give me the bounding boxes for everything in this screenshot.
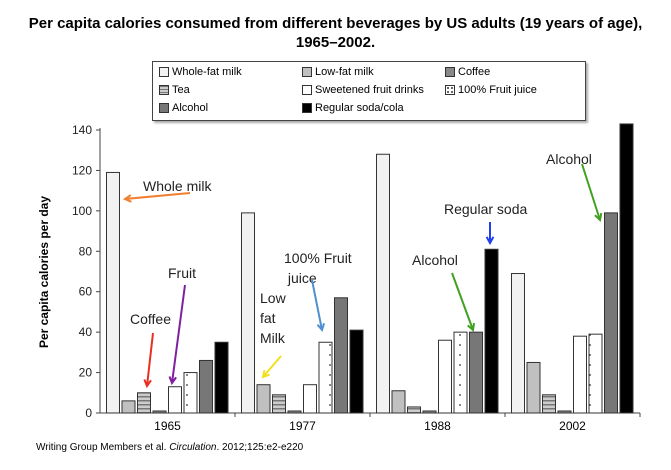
annotation-label: 100% Fruit juice [284, 250, 352, 286]
citation-journal: Circulation [169, 442, 217, 453]
legend-swatch [302, 85, 312, 95]
annotation-arrow [146, 332, 154, 387]
bar-coffee-2002 [557, 410, 572, 414]
arrowhead-icon [261, 369, 270, 379]
bar-tea-1977 [272, 394, 286, 414]
arrowhead-icon [467, 322, 476, 332]
x-tick-label: 1988 [424, 419, 451, 433]
y-tick-label: 0 [85, 406, 92, 420]
legend-label: Whole-fat milk [172, 66, 242, 78]
bar-tea-2002 [542, 394, 556, 414]
legend-item: Tea [159, 84, 190, 96]
bar-regular-soda-cola-2002 [619, 123, 634, 414]
bar-100-fruit-juice-2002 [588, 333, 603, 414]
y-tick-label: 40 [79, 325, 93, 339]
bar-tea-1988 [407, 406, 421, 414]
y-tick-label: 80 [79, 244, 93, 258]
bar-100-fruit-juice-1965 [183, 372, 198, 414]
legend-swatch [159, 103, 169, 113]
bar-coffee-1977 [287, 410, 302, 414]
legend-label: Coffee [458, 66, 491, 78]
x-tick-label: 1965 [154, 419, 181, 433]
bar-tea-1965 [137, 392, 151, 414]
y-axis-label: Per capita calories per day [37, 196, 51, 348]
annotation-label: Coffee [130, 311, 171, 327]
y-tick-label: 60 [79, 285, 93, 299]
chart-title: Per capita calories consumed from differ… [28, 15, 643, 51]
bar-100-fruit-juice-1988 [453, 331, 468, 414]
bar-coffee-1988 [422, 410, 437, 414]
legend-item: Alcohol [159, 102, 208, 114]
legend-swatch [159, 67, 169, 77]
arrowhead-icon [594, 212, 603, 222]
y-tick-label: 20 [79, 366, 93, 380]
legend-swatch [159, 85, 169, 95]
legend-label: Sweetened fruit drinks [315, 84, 424, 96]
x-tick-label: 2002 [559, 419, 586, 433]
bar-100-fruit-juice-1977 [318, 341, 333, 414]
annotation-arrow [262, 355, 282, 378]
annotation-arrow [581, 163, 601, 221]
bar-low-fat-milk-1988 [391, 390, 406, 414]
bar-sweetened-fruit-drinks-1988 [438, 339, 452, 414]
annotation-arrow [124, 192, 191, 200]
annotation-label: Alcohol [412, 252, 458, 268]
legend-label: 100% Fruit juice [458, 84, 537, 96]
bar-whole-fat-milk-1977 [241, 212, 255, 414]
legend-label: Low-fat milk [315, 66, 374, 78]
legend-label: Regular soda/cola [315, 102, 404, 114]
arrowhead-icon [143, 379, 152, 389]
bar-whole-fat-milk-1965 [106, 171, 120, 414]
arrowhead-icon [485, 236, 495, 246]
legend-swatch [445, 67, 455, 77]
bar-low-fat-milk-1977 [256, 384, 271, 414]
bar-regular-soda-cola-1965 [214, 341, 229, 414]
bar-alcohol-2002 [604, 212, 618, 414]
annotation-label: Alcohol [546, 151, 592, 167]
bar-alcohol-1988 [469, 331, 483, 414]
arrowhead-icon [122, 194, 132, 203]
bar-whole-fat-milk-2002 [511, 273, 525, 414]
legend-swatch [302, 103, 312, 113]
annotation-arrow [451, 272, 474, 331]
bar-low-fat-milk-1965 [121, 400, 136, 414]
annotation-arrow [311, 279, 323, 331]
bar-regular-soda-cola-1988 [484, 248, 499, 414]
annotation-label: Low fat Milk [260, 290, 287, 346]
bar-alcohol-1977 [334, 297, 348, 414]
legend-item: Regular soda/cola [302, 102, 404, 114]
legend-label: Alcohol [172, 102, 209, 114]
annotation-label: Regular soda [444, 201, 527, 217]
legend-swatch [302, 67, 312, 77]
bar-whole-fat-milk-1988 [376, 153, 390, 414]
bar-sweetened-fruit-drinks-1965 [168, 386, 182, 414]
y-tick-label: 100 [72, 204, 92, 218]
legend: Whole-fat milk Low-fat milk Coffee Tea Sweet… [152, 61, 586, 121]
bar-sweetened-fruit-drinks-1977 [303, 384, 317, 414]
y-tick-label: 120 [72, 163, 92, 177]
annotation-label: Fruit [168, 265, 196, 281]
legend-item: Whole-fat milk [159, 66, 242, 78]
citation-rest: . 2012;125:e2-e220 [216, 442, 304, 453]
legend-item: Low-fat milk [302, 66, 374, 78]
legend-swatch [445, 85, 455, 95]
bar-regular-soda-cola-1977 [349, 329, 364, 414]
bar-alcohol-1965 [199, 359, 213, 414]
bar-coffee-1965 [152, 410, 167, 414]
citation: Writing Group Members et al. Circulation… [36, 442, 303, 454]
legend-item: Coffee [445, 66, 490, 78]
legend-label: Tea [172, 84, 190, 96]
x-tick-label: 1977 [289, 419, 316, 433]
annotation-label: Whole milk [143, 178, 212, 194]
arrowhead-icon [168, 376, 177, 386]
legend-item: 100% Fruit juice [445, 84, 537, 96]
annotation-arrow [171, 284, 186, 384]
bar-sweetened-fruit-drinks-2002 [573, 335, 587, 414]
citation-authors: Writing Group Members et al. [36, 442, 170, 453]
bar-low-fat-milk-2002 [526, 361, 541, 414]
legend-item: Sweetened fruit drinks [302, 84, 424, 96]
y-tick-label: 140 [72, 123, 92, 137]
arrowhead-icon [316, 323, 326, 333]
